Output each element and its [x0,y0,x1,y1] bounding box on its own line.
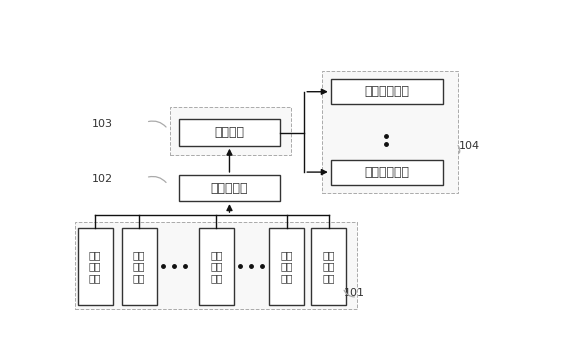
Text: 潮汐车道控制: 潮汐车道控制 [364,166,410,179]
Text: 车载
监控
终端: 车载 监控 终端 [89,250,102,283]
Bar [322,71,458,193]
Bar [331,159,443,185]
Text: 103: 103 [92,118,113,129]
Bar [78,228,113,305]
Bar [269,228,304,305]
Text: 潮汐车道控制: 潮汐车道控制 [364,85,410,98]
Text: 101: 101 [344,288,365,298]
Bar [122,228,157,305]
Bar [311,228,346,305]
Bar [199,228,234,305]
Text: 控制中心: 控制中心 [215,126,244,139]
Text: 车载
监控
终端: 车载 监控 终端 [133,250,145,283]
Text: 监控服务器: 监控服务器 [211,181,248,194]
Bar [179,120,280,146]
Bar [179,175,280,201]
Text: 车载
监控
终端: 车载 监控 终端 [210,250,223,283]
Text: 车载
监控
终端: 车载 监控 终端 [322,250,335,283]
Bar [331,79,443,104]
Bar [170,107,291,156]
Text: 102: 102 [91,174,113,184]
Text: 104: 104 [458,141,479,151]
Bar [76,222,357,309]
Text: 车载
监控
终端: 车载 监控 终端 [281,250,293,283]
